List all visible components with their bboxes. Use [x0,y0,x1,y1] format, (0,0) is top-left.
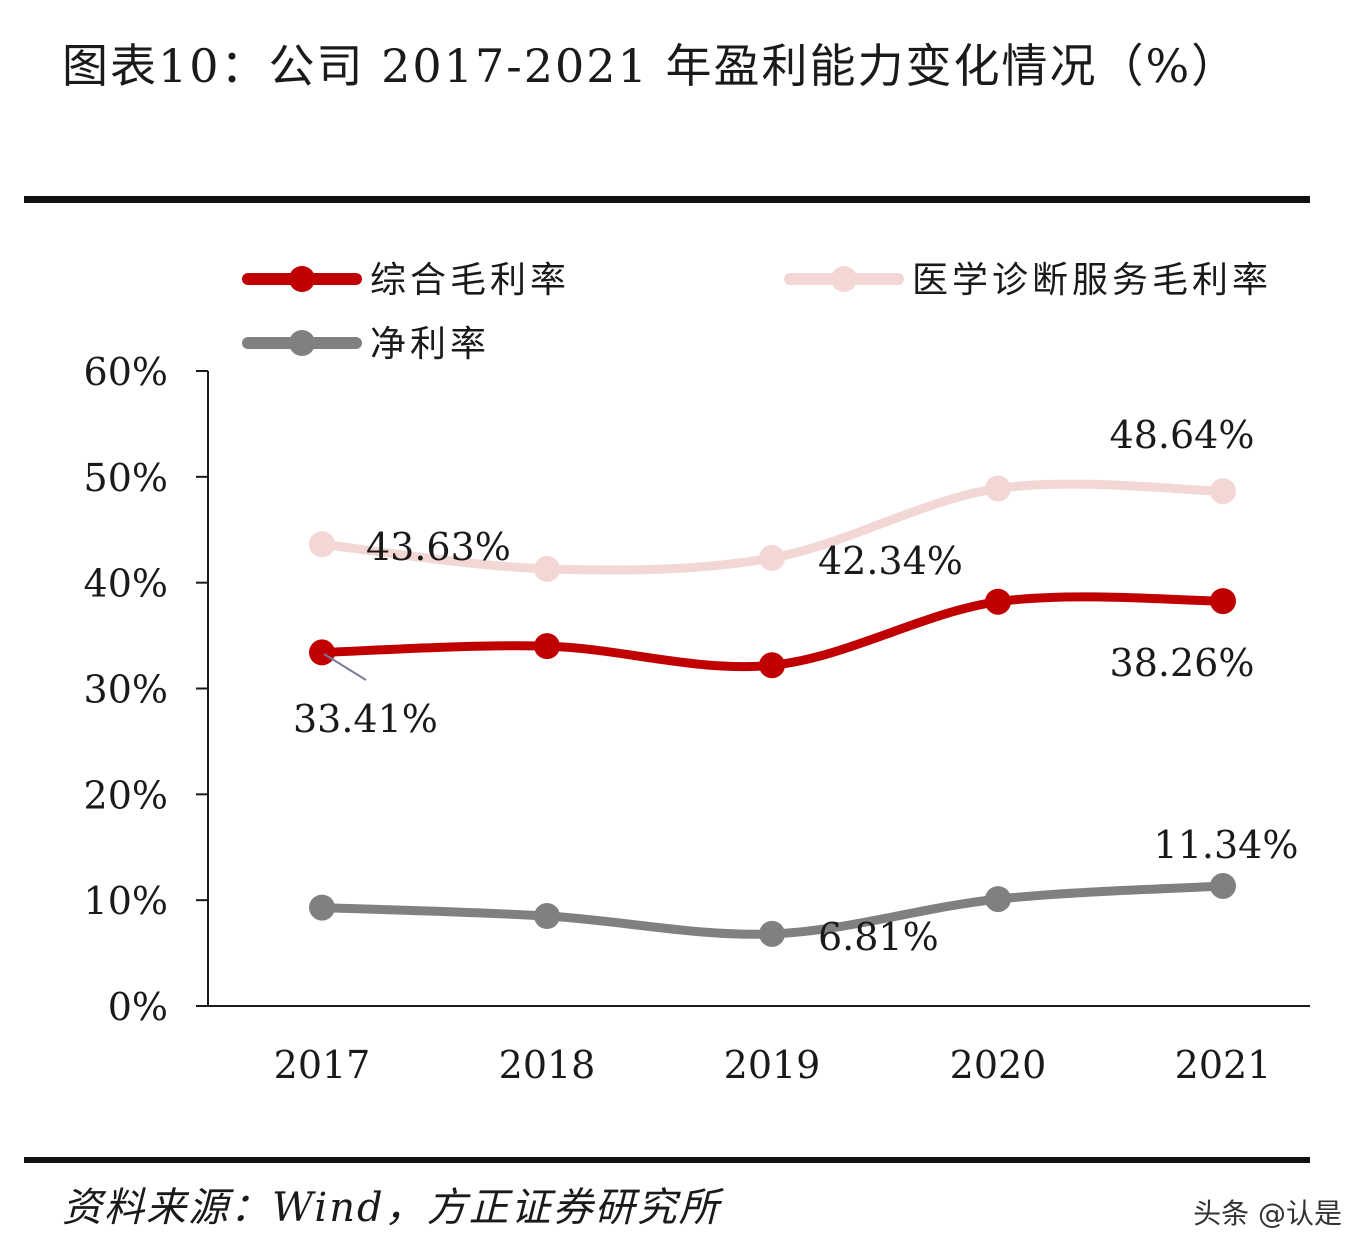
legend-item: 净利率 [242,324,490,365]
series-1 [309,475,1236,582]
data-label: 33.41% [293,697,438,741]
data-point [309,531,335,558]
data-point [985,588,1011,615]
series-lines [309,475,1236,947]
data-point [759,920,785,947]
data-point [534,903,560,930]
y-tick-label: 30% [84,668,168,712]
legend-swatch-marker [831,266,857,292]
legend-label: 医学诊断服务毛利率 [912,260,1272,301]
source-note: 资料来源：Wind，方正证券研究所 [62,1185,721,1231]
y-tick-label: 50% [84,456,168,500]
data-labels: 33.41% 38.26% 43.63% 42.34% 48.64% 6.81% 11.34… [293,413,1298,959]
data-point [985,475,1011,502]
series-0 [309,588,1236,679]
data-point [759,652,785,679]
y-tick-label: 20% [84,773,168,817]
legend-item: 综合毛利率 [242,260,570,301]
data-label: 48.64% [1110,413,1255,457]
data-point [534,633,560,660]
x-tick-label: 2021 [1175,1043,1272,1087]
y-tick-label: 60% [84,350,168,394]
data-label: 42.34% [818,539,963,583]
bottom-rule [24,1157,1310,1163]
chart-title: 图表10：公司 2017-2021 年盈利能力变化情况（%） [62,39,1240,93]
x-tick-label: 2019 [724,1043,821,1087]
legend-label: 净利率 [370,324,490,365]
x-tick-label: 2018 [499,1043,596,1087]
y-tick-label: 10% [84,879,168,923]
y-tick-label: 0% [108,985,168,1029]
x-tick-label: 2020 [950,1043,1047,1087]
data-point [534,555,560,582]
data-label: 6.81% [818,915,939,959]
legend-label: 综合毛利率 [370,260,570,301]
data-point [759,544,785,571]
data-point [1210,872,1236,899]
data-label: 38.26% [1110,641,1255,685]
data-point [309,639,335,666]
legend-swatch-marker [289,266,315,292]
data-point [985,886,1011,913]
x-tick-label: 2017 [274,1043,371,1087]
top-rule [24,196,1310,203]
series-2 [309,872,1236,947]
legend-swatch-marker [289,330,315,356]
data-point [309,894,335,921]
label-leader-line [323,653,367,681]
data-point [1210,588,1236,615]
watermark: 头条 @认是 [1193,1197,1342,1230]
data-label: 43.63% [366,525,511,569]
y-tick-label: 40% [84,562,168,606]
axes: 0% 10% 20% 30% 40% 50% 60% 2017 2018 2019 2020 2021 [84,350,1310,1087]
data-point [1210,478,1236,505]
legend-item: 医学诊断服务毛利率 [784,260,1272,301]
data-label: 11.34% [1154,823,1299,867]
